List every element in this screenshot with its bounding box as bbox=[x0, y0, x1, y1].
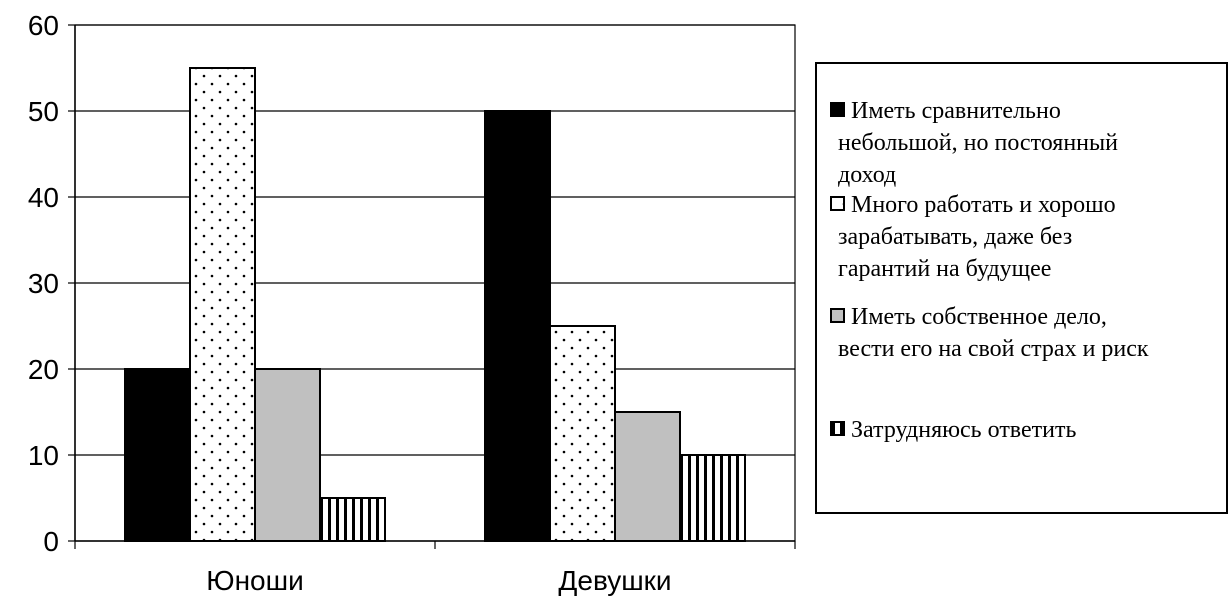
legend-swatch bbox=[830, 102, 845, 117]
y-tick-label: 30 bbox=[28, 268, 59, 299]
x-category-labels: Юноши Девушки bbox=[206, 565, 671, 596]
x-category-label: Девушки bbox=[558, 565, 671, 596]
y-tick-labels: 0 10 20 30 40 50 60 bbox=[28, 10, 59, 557]
y-tick-label: 10 bbox=[28, 440, 59, 471]
bar bbox=[679, 454, 746, 542]
bar bbox=[549, 325, 616, 542]
y-tick-label: 50 bbox=[28, 96, 59, 127]
legend-label: гарантий на будущее bbox=[838, 256, 1051, 282]
legend-label: зарабатывать, даже без bbox=[838, 224, 1072, 250]
legend-label: доход bbox=[838, 162, 896, 188]
y-tick-label: 40 bbox=[28, 182, 59, 213]
y-tick-label: 20 bbox=[28, 354, 59, 385]
bar bbox=[189, 67, 256, 542]
legend-swatch bbox=[830, 308, 845, 323]
legend-swatch bbox=[830, 196, 845, 211]
bar bbox=[484, 110, 551, 542]
bar bbox=[319, 497, 386, 542]
legend-swatch bbox=[830, 421, 845, 436]
bar bbox=[614, 411, 681, 542]
legend-label: вести его на свой страх и риск bbox=[838, 336, 1149, 362]
legend: Иметь сравнительно небольшой, но постоянн… bbox=[815, 62, 1228, 514]
axes bbox=[68, 24, 796, 549]
bars bbox=[124, 67, 746, 542]
bar bbox=[124, 368, 191, 542]
legend-label: небольшой, но постоянный bbox=[838, 130, 1118, 156]
x-category-label: Юноши bbox=[206, 565, 303, 596]
legend-label: Иметь сравнительно bbox=[851, 98, 1061, 124]
legend-label: Много работать и хорошо bbox=[851, 192, 1116, 218]
legend-label: Иметь собственное дело, bbox=[851, 304, 1107, 330]
legend-box bbox=[815, 62, 1228, 514]
y-tick-label: 0 bbox=[43, 526, 59, 557]
legend-label: Затрудняюсь ответить bbox=[851, 417, 1076, 443]
y-tick-label: 60 bbox=[28, 10, 59, 41]
bar bbox=[254, 368, 321, 542]
